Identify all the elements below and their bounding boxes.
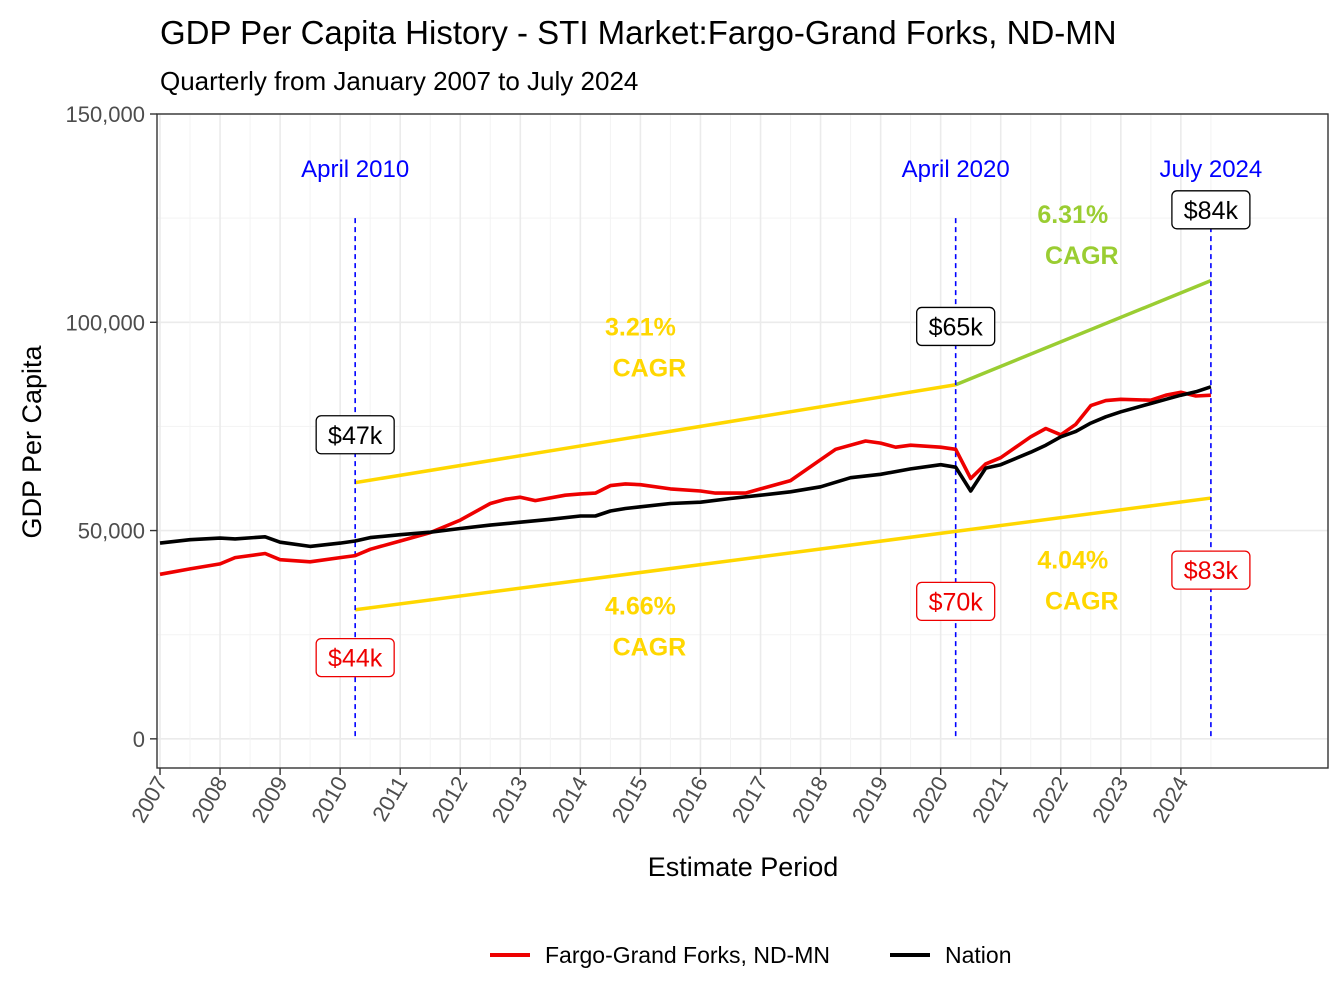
cagr-percent-label: 4.04% (1037, 547, 1108, 575)
value-label-text: $83k (1184, 557, 1239, 585)
y-tick-label: 100,000 (65, 310, 145, 335)
value-label-box (315, 415, 395, 455)
cagr-word-label: CAGR (613, 633, 687, 661)
x-axis-title: Estimate Period (648, 852, 839, 882)
legend-label-fargo: Fargo-Grand Forks, ND-MN (545, 942, 830, 968)
cagr-percent-label: 4.66% (605, 592, 676, 620)
y-tick-label: 0 (133, 727, 145, 752)
x-tick-label: 2020 (907, 772, 953, 827)
legend-label-nation: Nation (945, 942, 1011, 968)
x-tick-label: 2021 (967, 772, 1013, 827)
y-tick-label: 150,000 (65, 102, 145, 127)
value-label-box (1171, 190, 1251, 230)
x-tick-label: 2023 (1087, 772, 1133, 827)
trend-line-nation_upper (354, 383, 956, 485)
trend-lines (354, 279, 1212, 612)
series-line-fargo (159, 390, 1211, 577)
x-tick-label: 2014 (547, 772, 593, 827)
value-label-box (315, 637, 395, 678)
x-tick-label: 2009 (246, 772, 292, 827)
value-label-text: $70k (929, 588, 984, 616)
value-label-box (916, 581, 996, 622)
vertical-marker-label: April 2020 (902, 156, 1010, 183)
x-tick-label: 2015 (607, 772, 653, 827)
x-tick-label: 2012 (426, 772, 472, 827)
legend: Fargo-Grand Forks, ND-MN Nation (490, 942, 1011, 968)
x-tick-label: 2011 (367, 772, 412, 825)
value-label-text: $84k (1184, 197, 1239, 225)
y-axis-title: GDP Per Capita (17, 344, 47, 538)
value-label-box (1171, 550, 1251, 590)
vertical-marker-label: July 2024 (1160, 156, 1263, 183)
x-tick-label: 2016 (667, 772, 713, 827)
cagr-word-label: CAGR (1045, 588, 1119, 616)
value-label-box (916, 306, 996, 347)
annotations: 3.21% CAGR 6.31% CAGR 4.66% CAGR 4.04% CAGR $47k… (315, 190, 1251, 678)
chart-subtitle: Quarterly from January 2007 to July 2024 (160, 66, 638, 96)
series-line-nation (159, 385, 1212, 549)
x-tick-label: 2013 (487, 772, 533, 827)
x-tick-label: 2019 (847, 772, 893, 827)
value-label-text: $65k (929, 313, 984, 341)
x-tick-label: 2024 (1147, 772, 1193, 827)
trend-line-nation_upper_recent (955, 279, 1212, 387)
x-tick-label: 2018 (787, 772, 833, 827)
vertical-marker-label: April 2010 (301, 156, 409, 183)
x-tick-label: 2007 (126, 772, 172, 827)
data-series (159, 385, 1212, 577)
cagr-percent-label: 3.21% (605, 313, 676, 341)
y-tick-label: 50,000 (78, 519, 145, 544)
cagr-percent-label: 6.31% (1037, 201, 1108, 229)
chart-title: GDP Per Capita History - STI Market:Farg… (160, 14, 1117, 51)
x-tick-label: 2010 (306, 772, 352, 827)
axes: 0 50,000 100,000 150,000 2007 2008 2009 2010 201… (65, 102, 1193, 827)
x-tick-label: 2017 (727, 772, 773, 827)
plot-panel-border (156, 113, 1329, 769)
cagr-word-label: CAGR (613, 354, 687, 382)
x-tick-label: 2008 (186, 772, 232, 827)
value-label-text: $44k (328, 645, 383, 673)
value-label-text: $47k (328, 422, 383, 450)
cagr-word-label: CAGR (1045, 242, 1119, 270)
trend-line-local_lower (354, 496, 1212, 612)
x-tick-label: 2022 (1027, 772, 1073, 827)
